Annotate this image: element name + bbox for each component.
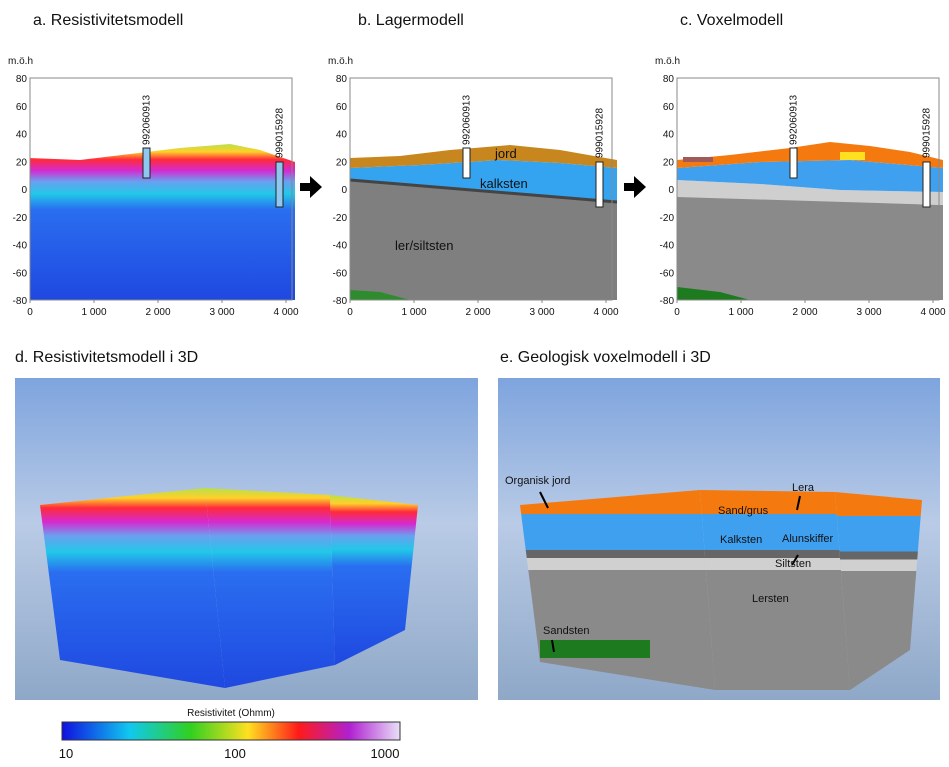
voxel-lersten (677, 195, 943, 300)
x-tick-label: 1 000 (728, 307, 753, 318)
voxel-organic (683, 157, 713, 162)
y-tick-label: -20 (13, 213, 28, 224)
borehole-label: 992060913 (142, 95, 153, 145)
x-tick-label: 4 000 (920, 307, 945, 318)
layer-label: Kalksten (720, 534, 762, 546)
y-tick-label: 80 (16, 74, 28, 85)
y-tick-label: 20 (16, 157, 28, 168)
y-tick-label: 60 (16, 102, 28, 113)
y-axis-label: m.ö.h (8, 56, 33, 67)
figure: a. Resistivitetsmodell m.ö.h 80 60 40 20 0 -20 -… (0, 0, 949, 767)
y-tick-label: -80 (660, 296, 675, 307)
panel-title: e. Geologisk voxelmodell i 3D (500, 349, 711, 366)
colorbar-title: Resistivitet (Ohmm) (187, 708, 275, 719)
block-face (700, 490, 850, 690)
colorbar-tick-label: 10 (59, 746, 73, 761)
y-tick-label: 0 (341, 185, 347, 196)
panel-title: d. Resistivitetsmodell i 3D (15, 349, 198, 366)
x-tick-label: 2 000 (792, 307, 817, 318)
y-tick-label: -80 (13, 296, 28, 307)
borehole (463, 148, 470, 178)
y-tick-label: -40 (660, 241, 675, 252)
x-tick-label: 3 000 (856, 307, 881, 318)
layer-label: Organisk jord (505, 475, 570, 487)
y-tick-label: 40 (663, 130, 675, 141)
borehole (923, 162, 930, 207)
layer-label: kalksten (480, 176, 528, 191)
y-tick-label: 0 (21, 185, 27, 196)
x-tick-label: 3 000 (529, 307, 554, 318)
layer-label: Sand/grus (718, 505, 769, 517)
x-tick-label: 2 000 (145, 307, 170, 318)
layer-label: jord (494, 146, 517, 161)
y-tick-label: -60 (660, 268, 675, 279)
x-tick-label: 1 000 (401, 307, 426, 318)
x-tick-label: 2 000 (465, 307, 490, 318)
colorbar (62, 722, 400, 740)
borehole-label: 999015928 (275, 108, 286, 158)
y-tick-label: 80 (663, 74, 675, 85)
y-tick-label: 40 (336, 130, 348, 141)
x-tick-label: 0 (674, 307, 680, 318)
x-tick-label: 0 (347, 307, 353, 318)
block-face (520, 490, 715, 690)
x-tick-label: 4 000 (273, 307, 298, 318)
y-tick-label: 40 (16, 130, 28, 141)
y-tick-label: 0 (668, 185, 674, 196)
layer-label: Lera (792, 482, 815, 494)
arrow (300, 176, 322, 198)
y-axis-label: m.ö.h (328, 56, 353, 67)
y-tick-label: 20 (663, 157, 675, 168)
x-tick-label: 0 (27, 307, 33, 318)
borehole-label: 992060913 (462, 95, 473, 145)
borehole-label: 999015928 (922, 108, 933, 158)
y-tick-label: -60 (333, 268, 348, 279)
borehole (143, 148, 150, 178)
y-axis-label: m.ö.h (655, 56, 680, 67)
borehole-label: 992060913 (789, 95, 800, 145)
layer-label: ler/siltsten (395, 238, 454, 253)
panel-title: a. Resistivitetsmodell (33, 12, 183, 29)
resistivity-section (30, 144, 295, 300)
layer-label: Sandsten (543, 625, 589, 637)
arrow (624, 176, 646, 198)
colorbar-tick-label: 100 (224, 746, 246, 761)
panel-title: c. Voxelmodell (680, 12, 783, 29)
borehole (276, 162, 283, 207)
layer-label: Lersten (752, 593, 789, 605)
y-tick-label: -40 (13, 241, 28, 252)
block-face (205, 488, 335, 688)
y-tick-label: -40 (333, 241, 348, 252)
block-face (40, 488, 225, 688)
borehole-label: 999015928 (595, 108, 606, 158)
y-tick-label: 60 (663, 102, 675, 113)
colorbar-tick-label: 1000 (371, 746, 400, 761)
panel-title: b. Lagermodell (358, 12, 464, 29)
voxel-lera (840, 152, 865, 160)
sandsten-layer (540, 640, 650, 658)
x-tick-label: 4 000 (593, 307, 618, 318)
borehole (596, 162, 603, 207)
layer-label: Alunskiffer (782, 533, 833, 545)
y-tick-label: -60 (13, 268, 28, 279)
borehole (790, 148, 797, 178)
y-tick-label: -80 (333, 296, 348, 307)
y-tick-label: 60 (336, 102, 348, 113)
layer-label: Siltsten (775, 558, 811, 570)
x-tick-label: 1 000 (81, 307, 106, 318)
y-tick-label: -20 (333, 213, 348, 224)
y-tick-label: 20 (336, 157, 348, 168)
x-tick-label: 3 000 (209, 307, 234, 318)
y-tick-label: 80 (336, 74, 348, 85)
y-tick-label: -20 (660, 213, 675, 224)
